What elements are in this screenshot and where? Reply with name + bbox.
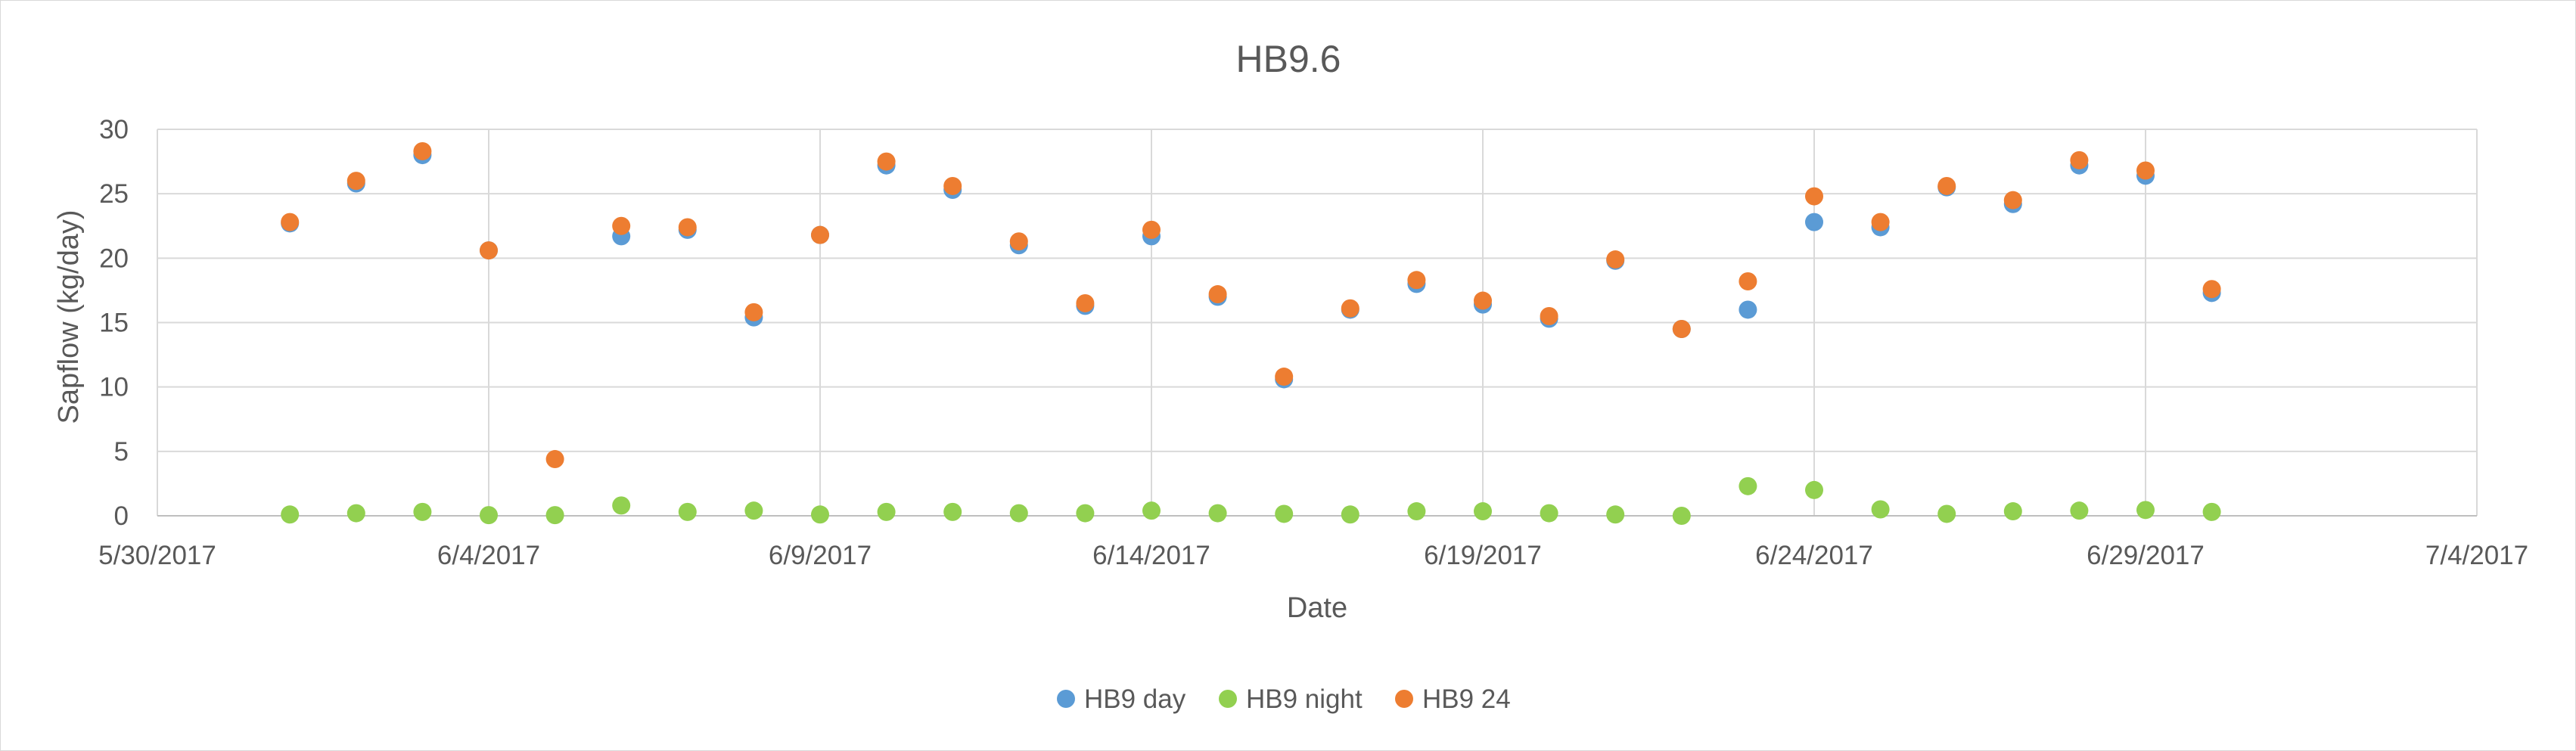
data-point-hb9-night [2202, 502, 2221, 521]
y-axis-label: Sapflow (kg/day) [53, 209, 85, 424]
x-tick-label: 6/9/2017 [769, 541, 872, 570]
data-point-hb9-night [943, 502, 962, 521]
gridlines [157, 129, 2478, 516]
data-point-hb9-24 [2202, 280, 2221, 299]
data-point-hb9-24 [545, 450, 564, 469]
data-point-hb9-24 [1341, 299, 1359, 318]
data-point-hb9-night [1937, 504, 1956, 523]
data-point-hb9-24 [1208, 285, 1227, 304]
data-point-hb9-night [1606, 505, 1625, 524]
data-point-hb9-night [1009, 504, 1028, 523]
x-tick-label: 6/4/2017 [437, 541, 540, 570]
data-point-hb9-night [811, 505, 829, 524]
x-axis-label: Date [1287, 592, 1347, 624]
data-point-hb9-24 [612, 216, 631, 235]
data-point-hb9-day [1805, 213, 1823, 231]
x-tick-label: 7/4/2017 [2425, 541, 2528, 570]
y-tick-label: 5 [114, 437, 129, 467]
data-point-hb9-24 [281, 213, 300, 231]
x-tick-label: 5/30/2017 [98, 541, 216, 570]
data-point-hb9-night [1739, 476, 1757, 495]
data-point-hb9-night [545, 506, 564, 525]
data-point-hb9-24 [1474, 291, 1492, 310]
data-point-hb9-night [1208, 504, 1227, 523]
data-point-hb9-night [1407, 502, 1426, 521]
data-point-hb9-night [2003, 502, 2022, 521]
data-point-hb9-24 [877, 152, 896, 171]
data-point-hb9-night [413, 502, 432, 521]
y-tick-label: 20 [99, 244, 129, 273]
data-point-hb9-night [1805, 480, 1823, 499]
x-tick-label: 6/29/2017 [2087, 541, 2205, 570]
data-point-hb9-night [1540, 504, 1558, 523]
legend-marker-hb9-day [1057, 690, 1075, 708]
data-point-hb9-24 [413, 141, 432, 160]
data-point-hb9-night [1474, 502, 1492, 521]
chart-title: HB9.6 [1236, 38, 1341, 80]
data-point-hb9-24 [1805, 187, 1823, 206]
legend: HB9 day HB9 night HB9 24 [1057, 684, 1511, 714]
y-tick-label: 10 [99, 373, 129, 402]
data-point-hb9-night [678, 502, 697, 521]
legend-marker-hb9-night [1219, 690, 1237, 708]
data-point-hb9-24 [1739, 272, 1757, 290]
data-point-hb9-24 [1142, 220, 1161, 239]
data-point-hb9-night [1076, 504, 1095, 523]
x-tick-label: 6/24/2017 [1755, 541, 1873, 570]
data-point-hb9-24 [1009, 232, 1028, 251]
data-point-hb9-24 [2136, 161, 2155, 180]
data-point-hb9-night [346, 504, 365, 523]
x-tick-label: 6/14/2017 [1092, 541, 1210, 570]
legend-marker-hb9-24 [1395, 690, 1413, 708]
data-point-hb9-24 [2003, 191, 2022, 209]
x-tick-label: 6/19/2017 [1424, 541, 1542, 570]
y-tick-label: 30 [99, 115, 129, 144]
data-point-hb9-24 [1275, 368, 1294, 386]
data-point-hb9-night [877, 502, 896, 521]
data-point-hb9-night [1142, 501, 1161, 520]
legend-label-hb9-24: HB9 24 [1422, 684, 1511, 714]
data-point-hb9-24 [346, 172, 365, 191]
data-points [281, 141, 2221, 525]
data-point-hb9-24 [1871, 213, 1890, 231]
data-point-hb9-night [1871, 500, 1890, 519]
data-point-hb9-night [1275, 504, 1294, 523]
data-point-hb9-24 [1937, 176, 1956, 195]
legend-label-hb9-night: HB9 night [1246, 684, 1363, 714]
data-point-hb9-24 [1606, 250, 1625, 269]
data-point-hb9-24 [744, 303, 763, 321]
data-point-hb9-24 [678, 218, 697, 237]
data-point-hb9-24 [1540, 306, 1558, 325]
data-point-hb9-24 [943, 176, 962, 195]
y-tick-label: 15 [99, 309, 129, 338]
data-point-hb9-night [744, 501, 763, 520]
data-point-hb9-night [2070, 501, 2089, 520]
data-point-hb9-24 [480, 241, 498, 260]
y-tick-label: 25 [99, 179, 129, 209]
data-point-hb9-24 [1076, 293, 1095, 312]
data-point-hb9-24 [811, 225, 829, 244]
legend-label-hb9-day: HB9 day [1084, 684, 1186, 714]
data-point-hb9-24 [1407, 271, 1426, 290]
data-point-hb9-night [2136, 501, 2155, 520]
data-point-hb9-night [1341, 505, 1359, 524]
data-point-hb9-24 [2070, 151, 2089, 169]
axes: 0 5 10 15 20 25 30 5/30/2017 6/4/2017 6/9/2017 6/1… [98, 115, 2528, 570]
y-tick-label: 0 [114, 501, 129, 531]
data-point-hb9-night [1672, 507, 1691, 525]
data-point-hb9-night [480, 506, 498, 525]
data-point-hb9-day [1739, 300, 1757, 319]
data-point-hb9-night [612, 496, 631, 515]
data-point-hb9-night [281, 505, 300, 524]
data-point-hb9-24 [1672, 320, 1691, 339]
